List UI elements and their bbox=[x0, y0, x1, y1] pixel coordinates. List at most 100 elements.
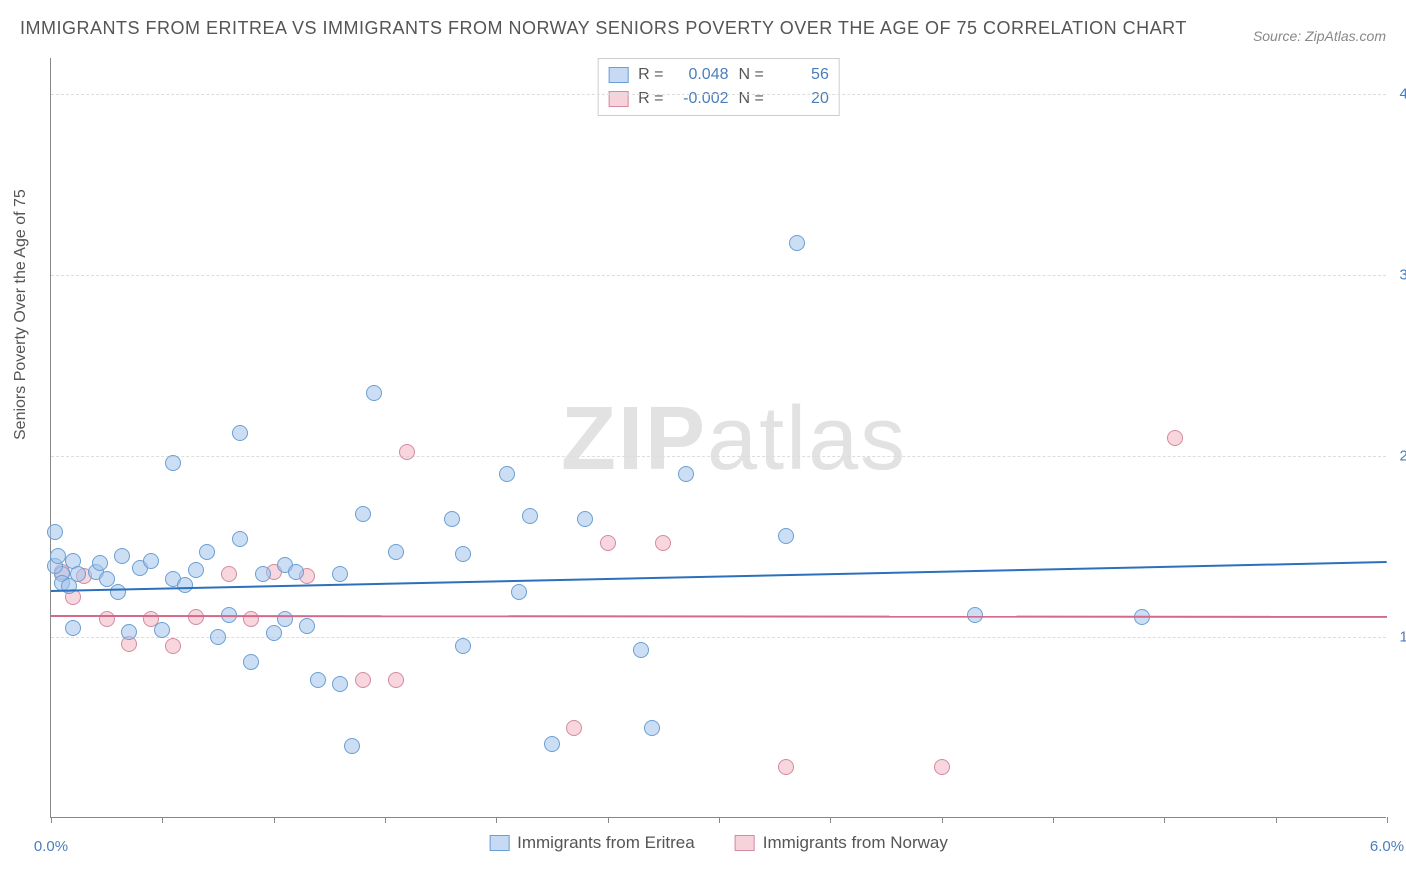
legend-label-b: Immigrants from Norway bbox=[763, 833, 948, 853]
watermark-light: atlas bbox=[707, 389, 907, 489]
x-tick bbox=[1164, 817, 1165, 823]
n-value-b: 20 bbox=[774, 87, 829, 111]
x-tick bbox=[1276, 817, 1277, 823]
scatter-point-eritrea bbox=[121, 624, 137, 640]
scatter-point-norway bbox=[655, 535, 671, 551]
scatter-point-eritrea bbox=[310, 672, 326, 688]
x-tick bbox=[719, 817, 720, 823]
scatter-point-eritrea bbox=[577, 511, 593, 527]
scatter-point-norway bbox=[99, 611, 115, 627]
scatter-point-eritrea bbox=[332, 676, 348, 692]
watermark: ZIPatlas bbox=[561, 388, 907, 491]
scatter-point-norway bbox=[243, 611, 259, 627]
stats-box: R = 0.048 N = 56 R = -0.002 N = 20 bbox=[597, 58, 840, 116]
scatter-point-eritrea bbox=[778, 528, 794, 544]
scatter-point-eritrea bbox=[255, 566, 271, 582]
y-tick-label: 20.0% bbox=[1392, 448, 1406, 465]
legend-item-b: Immigrants from Norway bbox=[735, 833, 948, 853]
x-tick bbox=[162, 817, 163, 823]
scatter-point-eritrea bbox=[277, 611, 293, 627]
scatter-point-eritrea bbox=[522, 508, 538, 524]
scatter-point-eritrea bbox=[678, 466, 694, 482]
scatter-point-eritrea bbox=[188, 562, 204, 578]
r-value-b: -0.002 bbox=[674, 87, 729, 111]
scatter-point-eritrea bbox=[232, 531, 248, 547]
scatter-point-eritrea bbox=[366, 385, 382, 401]
x-tick bbox=[385, 817, 386, 823]
scatter-point-eritrea bbox=[232, 425, 248, 441]
scatter-point-norway bbox=[221, 566, 237, 582]
chart-title: IMMIGRANTS FROM ERITREA VS IMMIGRANTS FR… bbox=[20, 18, 1187, 39]
scatter-point-norway bbox=[355, 672, 371, 688]
gridline bbox=[51, 637, 1386, 638]
x-tick-label: 6.0% bbox=[1370, 838, 1404, 855]
r-label: R = bbox=[638, 87, 663, 111]
scatter-point-norway bbox=[600, 535, 616, 551]
scatter-point-eritrea bbox=[644, 720, 660, 736]
scatter-point-norway bbox=[566, 720, 582, 736]
scatter-point-norway bbox=[388, 672, 404, 688]
scatter-point-eritrea bbox=[299, 618, 315, 634]
scatter-point-eritrea bbox=[92, 555, 108, 571]
scatter-point-norway bbox=[934, 759, 950, 775]
scatter-point-eritrea bbox=[243, 654, 259, 670]
y-tick-label: 30.0% bbox=[1392, 267, 1406, 284]
scatter-point-eritrea bbox=[455, 638, 471, 654]
gridline bbox=[51, 94, 1386, 95]
x-tick bbox=[496, 817, 497, 823]
x-tick bbox=[608, 817, 609, 823]
scatter-point-norway bbox=[399, 444, 415, 460]
x-tick bbox=[1387, 817, 1388, 823]
scatter-point-eritrea bbox=[511, 584, 527, 600]
scatter-point-eritrea bbox=[143, 553, 159, 569]
y-axis-label: Seniors Poverty Over the Age of 75 bbox=[12, 189, 30, 440]
x-tick bbox=[1053, 817, 1054, 823]
scatter-point-eritrea bbox=[789, 235, 805, 251]
x-tick-label: 0.0% bbox=[34, 838, 68, 855]
n-value-a: 56 bbox=[774, 63, 829, 87]
scatter-point-eritrea bbox=[50, 548, 66, 564]
scatter-point-eritrea bbox=[355, 506, 371, 522]
scatter-point-eritrea bbox=[177, 577, 193, 593]
legend-swatch-a-icon bbox=[489, 835, 509, 851]
scatter-point-eritrea bbox=[288, 564, 304, 580]
scatter-point-eritrea bbox=[332, 566, 348, 582]
trendline-eritrea bbox=[51, 561, 1387, 592]
r-label: R = bbox=[638, 63, 663, 87]
scatter-point-eritrea bbox=[388, 544, 404, 560]
gridline bbox=[51, 275, 1386, 276]
n-label: N = bbox=[739, 63, 764, 87]
scatter-point-eritrea bbox=[165, 455, 181, 471]
gridline bbox=[51, 456, 1386, 457]
scatter-point-eritrea bbox=[210, 629, 226, 645]
n-label: N = bbox=[739, 87, 764, 111]
scatter-point-norway bbox=[188, 609, 204, 625]
stats-row-a: R = 0.048 N = 56 bbox=[608, 63, 829, 87]
x-tick bbox=[830, 817, 831, 823]
stats-row-b: R = -0.002 N = 20 bbox=[608, 87, 829, 111]
legend-item-a: Immigrants from Eritrea bbox=[489, 833, 695, 853]
x-tick bbox=[274, 817, 275, 823]
scatter-point-eritrea bbox=[266, 625, 282, 641]
plot-area: ZIPatlas R = 0.048 N = 56 R = -0.002 N =… bbox=[50, 58, 1386, 818]
scatter-point-norway bbox=[165, 638, 181, 654]
scatter-point-eritrea bbox=[344, 738, 360, 754]
r-value-a: 0.048 bbox=[674, 63, 729, 87]
swatch-series-a-icon bbox=[608, 67, 628, 83]
scatter-point-norway bbox=[1167, 430, 1183, 446]
scatter-point-eritrea bbox=[154, 622, 170, 638]
scatter-point-eritrea bbox=[70, 566, 86, 582]
bottom-legend: Immigrants from Eritrea Immigrants from … bbox=[489, 833, 948, 853]
scatter-point-eritrea bbox=[544, 736, 560, 752]
scatter-point-eritrea bbox=[444, 511, 460, 527]
scatter-point-eritrea bbox=[110, 584, 126, 600]
scatter-point-norway bbox=[778, 759, 794, 775]
scatter-point-eritrea bbox=[199, 544, 215, 560]
x-tick bbox=[942, 817, 943, 823]
scatter-point-eritrea bbox=[455, 546, 471, 562]
legend-swatch-b-icon bbox=[735, 835, 755, 851]
scatter-point-eritrea bbox=[65, 620, 81, 636]
scatter-point-eritrea bbox=[114, 548, 130, 564]
source-attribution: Source: ZipAtlas.com bbox=[1253, 28, 1386, 44]
scatter-point-eritrea bbox=[499, 466, 515, 482]
